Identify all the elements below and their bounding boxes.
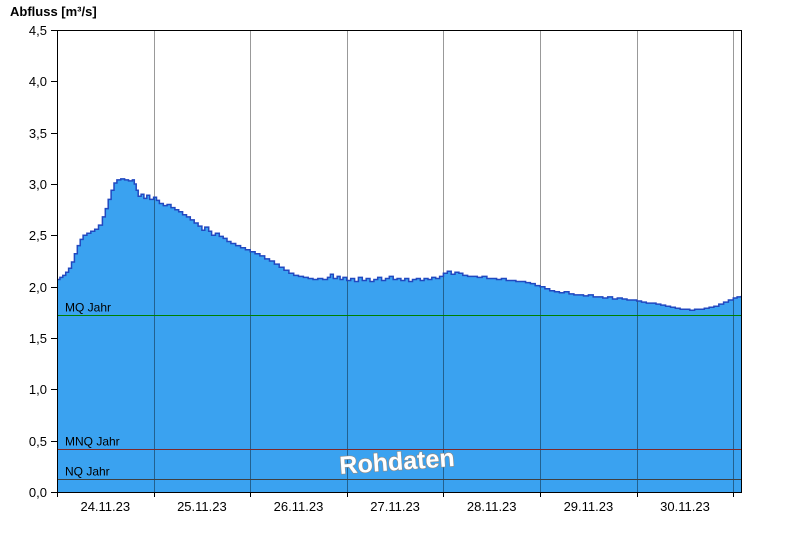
x-tick-label: 26.11.23 — [274, 499, 324, 514]
series-edge-group — [57, 178, 742, 312]
x-tick-label: 27.11.23 — [370, 499, 420, 514]
y-tick-label: 2,5 — [29, 228, 47, 243]
x-tick-label: 25.11.23 — [177, 499, 227, 514]
reference-lines-group: MQ Jahr MNQ Jahr NQ Jahr — [57, 301, 741, 481]
x-tick-label: 28.11.23 — [467, 499, 517, 514]
gridlines-group — [154, 30, 734, 492]
reference-line-label-mq-jahr: MQ Jahr — [65, 301, 111, 315]
y-tick-label: 1,0 — [29, 382, 47, 397]
y-tick-label: 1,5 — [29, 331, 47, 346]
y-tick-label: 2,0 — [29, 280, 47, 295]
y-tick-label: 4,5 — [29, 23, 47, 38]
x-tick-label: 30.11.23 — [660, 499, 710, 514]
y-tick-label: 0,5 — [29, 434, 47, 449]
x-tick-label: 29.11.23 — [564, 499, 614, 514]
series-edge-line — [57, 178, 742, 312]
y-tick-label: 3,5 — [29, 126, 47, 141]
y-tick-label: 3,0 — [29, 177, 47, 192]
plot-border — [57, 30, 742, 493]
y-tick-label: 4,0 — [29, 74, 47, 89]
area-series-group — [57, 178, 741, 492]
area-fill — [57, 178, 741, 492]
axes-group: 0,0 0,5 1,0 1,5 2,0 2,5 3,0 3,5 4,0 4,5 24.11.23 25… — [29, 23, 742, 514]
reference-line-label-nq-jahr: NQ Jahr — [65, 465, 110, 479]
x-tick-label: 24.11.23 — [80, 499, 130, 514]
reference-line-label-mnq-jahr: MNQ Jahr — [65, 435, 120, 449]
y-tick-label: 0,0 — [29, 485, 47, 500]
y-axis-title: Abfluss [m³/s] — [10, 4, 97, 19]
